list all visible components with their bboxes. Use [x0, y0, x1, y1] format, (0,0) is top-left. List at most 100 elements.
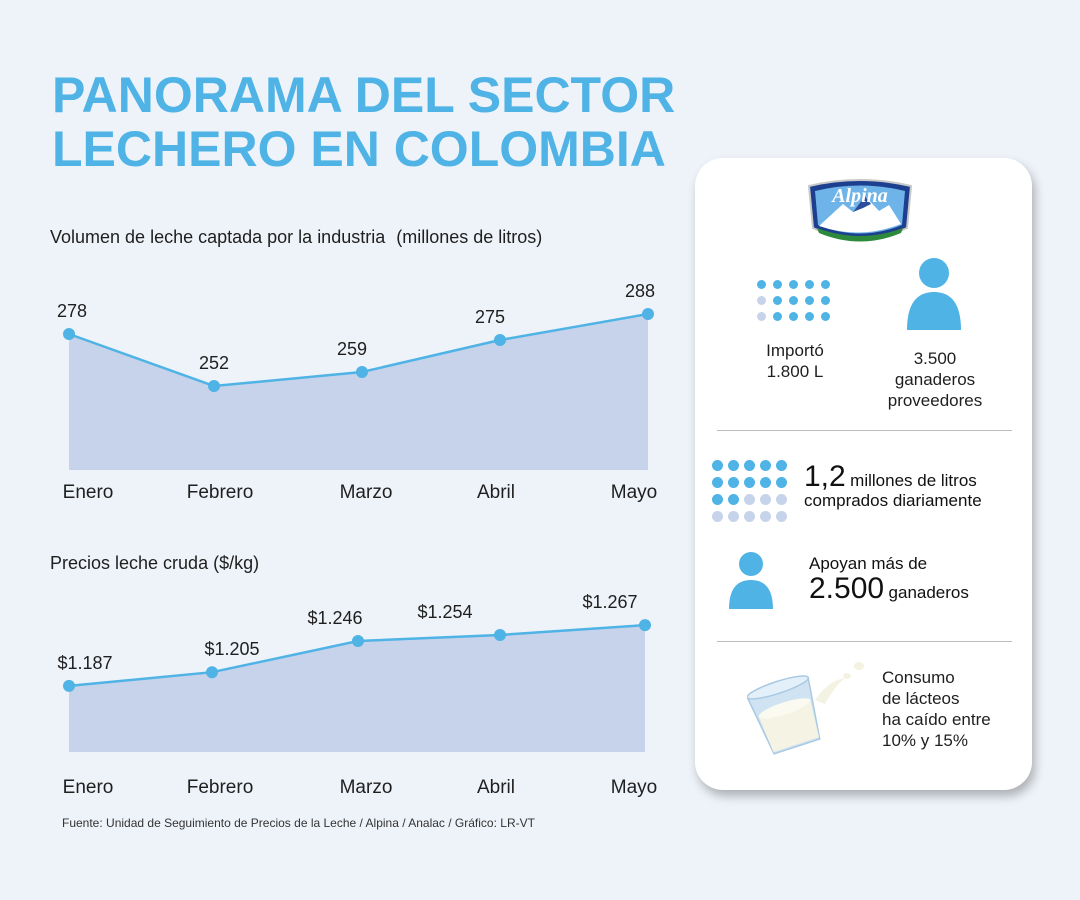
support-stat: Apoyan más de 2.500 ganaderos	[809, 554, 1029, 606]
suppliers-label-1: ganaderos	[894, 370, 976, 389]
dot	[821, 280, 830, 289]
imported-value: 1.800 L	[766, 362, 824, 381]
source-note: Fuente: Unidad de Seguimiento de Precios…	[62, 816, 535, 830]
chart-0-category-label-4: Mayo	[611, 482, 657, 503]
dot	[757, 312, 766, 321]
dot	[712, 511, 723, 522]
chart-1-category-label-0: Enero	[63, 777, 114, 798]
dot	[760, 511, 771, 522]
volume-chart-unit: (millones de litros)	[396, 227, 543, 247]
chart-0-point-0	[63, 328, 75, 340]
consumption-line-1: Consumo	[882, 668, 955, 687]
daily-stat: 1,2 millones de litros comprados diariam…	[804, 460, 1034, 511]
volume-chart-title: Volumen de leche captada por la industri…	[50, 227, 542, 248]
alpina-info-card: Alpina Importó 1.800 L 3.500 ganaderos p…	[695, 158, 1032, 790]
dot	[805, 296, 814, 305]
milk-glass-icon	[747, 662, 864, 755]
title-line-2: LECHERO EN COLOMBIA	[52, 121, 666, 177]
dot	[776, 494, 787, 505]
dot	[757, 280, 766, 289]
dot	[728, 494, 739, 505]
dot	[773, 312, 782, 321]
title-line-1: PANORAMA DEL SECTOR	[52, 67, 676, 123]
volume-chart: 278 Enero 252 Febrero 259 Marzo 275 Abril 288 May…	[57, 281, 657, 503]
chart-1-data-label-1: $1.205	[204, 639, 259, 659]
logo-text: Alpina	[830, 185, 888, 207]
dot	[805, 312, 814, 321]
chart-0-area	[69, 314, 648, 470]
dot	[789, 280, 798, 289]
chart-1-area	[69, 625, 645, 752]
chart-1-point-4	[639, 619, 651, 632]
suppliers-stat: 3.500 ganaderos proveedores	[870, 348, 1000, 411]
dot	[760, 494, 771, 505]
dot	[744, 511, 755, 522]
divider-1	[717, 430, 1012, 431]
dot	[805, 280, 814, 289]
chart-1-data-label-2: $1.246	[307, 608, 362, 628]
chart-1-data-label-3: $1.254	[417, 602, 472, 622]
divider-2	[717, 641, 1012, 642]
dot	[728, 511, 739, 522]
chart-0-data-label-3: 275	[475, 307, 505, 327]
chart-0-point-2	[356, 366, 368, 378]
support-unit: ganaderos	[888, 583, 969, 602]
dot	[773, 296, 782, 305]
dot	[728, 477, 739, 488]
volume-chart-title-text: Volumen de leche captada por la industri…	[50, 227, 386, 247]
daily-unit: millones de litros	[850, 471, 977, 490]
dot	[789, 312, 798, 321]
dot	[821, 296, 830, 305]
suppliers-label-2: proveedores	[887, 391, 983, 410]
dot	[712, 477, 723, 488]
dot	[773, 280, 782, 289]
support-number: 2.500	[809, 572, 885, 605]
dot	[728, 460, 739, 471]
consumption-line-4: 10% y 15%	[882, 731, 968, 750]
chart-1-data-label-4: $1.267	[582, 592, 637, 612]
dot	[760, 460, 771, 471]
page-title: PANORAMA DEL SECTOR LECHERO EN COLOMBIA	[52, 68, 675, 176]
chart-0-category-label-1: Febrero	[187, 482, 254, 503]
alpina-logo: Alpina	[807, 179, 913, 242]
chart-1-category-label-2: Marzo	[340, 777, 393, 798]
daily-label: comprados diariamente	[804, 491, 982, 510]
dot	[821, 312, 830, 321]
daily-dots-icon	[712, 460, 787, 522]
imported-stat: Importó 1.800 L	[740, 340, 850, 382]
dot	[789, 296, 798, 305]
person-icon	[907, 258, 961, 330]
dot	[776, 477, 787, 488]
dot	[744, 494, 755, 505]
chart-0-point-3	[494, 334, 506, 346]
chart-1-point-0	[63, 679, 75, 692]
consumption-line-3: ha caído entre	[882, 710, 991, 729]
chart-0-category-label-0: Enero	[63, 482, 114, 503]
person-icon-2	[729, 552, 773, 609]
price-chart-title: Precios leche cruda ($/kg)	[50, 553, 260, 573]
suppliers-number: 3.500	[913, 349, 957, 368]
chart-0-data-label-2: 259	[337, 339, 367, 359]
chart-0-data-label-0: 278	[57, 301, 87, 321]
consumption-stat: Consumo de lácteos ha caído entre 10% y …	[882, 667, 1027, 751]
chart-0-category-label-2: Marzo	[340, 482, 393, 503]
chart-1-point-2	[352, 635, 364, 648]
imported-label: Importó	[766, 341, 824, 360]
imported-dots-icon	[757, 280, 830, 321]
chart-1-data-label-0: $1.187	[57, 653, 112, 673]
chart-1-category-label-3: Abril	[477, 777, 515, 798]
daily-number: 1,2	[804, 460, 846, 493]
dot	[744, 460, 755, 471]
support-label: Apoyan más de	[809, 554, 928, 573]
dot	[712, 460, 723, 471]
chart-0-point-1	[208, 380, 220, 392]
price-chart: $1.187 Enero $1.205 Febrero $1.246 Marzo $1.25…	[57, 592, 657, 798]
chart-1-category-label-1: Febrero	[187, 777, 254, 798]
chart-1-point-1	[206, 666, 218, 679]
chart-0-data-label-4: 288	[625, 281, 655, 301]
chart-1-category-label-4: Mayo	[611, 777, 657, 798]
dot	[757, 296, 766, 305]
consumption-line-2: de lácteos	[882, 689, 960, 708]
chart-0-point-4	[642, 308, 654, 320]
dot	[712, 494, 723, 505]
